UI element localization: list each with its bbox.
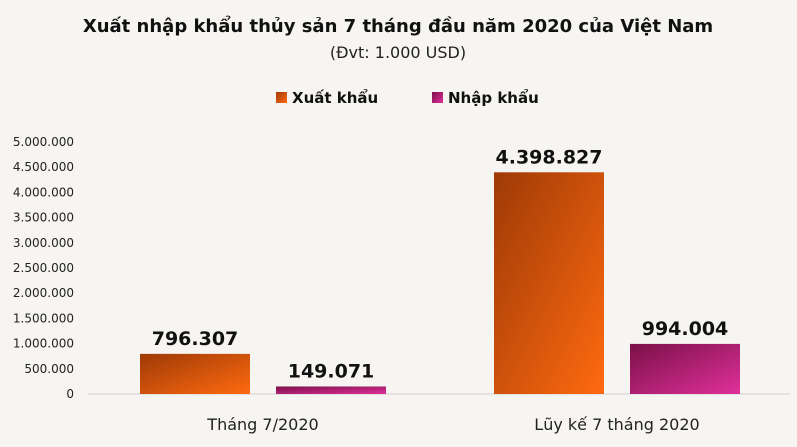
y-tick-label: 0 [66,387,74,401]
legend-swatch-nhap-khau [432,92,443,103]
bar-nhap-khau-1 [630,343,740,394]
y-tick-label: 5.000.000 [13,135,74,149]
y-tick-label: 4.500.000 [13,160,74,174]
y-tick-label: 1.000.000 [13,337,74,351]
legend-swatch-xuat-khau [276,92,287,103]
x-category-label: Lũy kế 7 tháng 2020 [534,415,699,434]
chart-subtitle: (Đvt: 1.000 USD) [330,43,466,62]
y-tick-label: 3.000.000 [13,236,74,250]
y-tick-label: 2.000.000 [13,286,74,300]
data-label: 994.004 [642,318,729,340]
y-tick-label: 3.500.000 [13,211,74,225]
bar-xuat-khau-1 [494,172,604,394]
legend-label-xuat-khau: Xuất khẩu [292,88,378,107]
y-tick-label: 1.500.000 [13,311,74,325]
x-axis: Tháng 7/2020 Lũy kế 7 tháng 2020 [206,415,699,434]
legend: Xuất khẩu Nhập khẩu [276,88,539,107]
bars: 796.307 4.398.827 149.071 994.004 [140,146,740,394]
legend-label-nhap-khau: Nhập khẩu [448,88,539,107]
data-label: 796.307 [152,328,239,350]
x-category-label: Tháng 7/2020 [206,415,318,434]
y-axis: 0 500.000 1.000.000 1.500.000 2.000.000 2.500… [13,135,74,401]
y-tick-label: 4.000.000 [13,185,74,199]
data-label: 4.398.827 [496,146,603,168]
y-tick-label: 2.500.000 [13,261,74,275]
chart-title: Xuất nhập khẩu thủy sản 7 tháng đầu năm … [83,15,713,37]
bar-nhap-khau-0 [276,386,386,394]
y-tick-label: 500.000 [24,362,74,376]
bar-xuat-khau-0 [140,353,250,394]
data-label: 149.071 [288,360,375,382]
